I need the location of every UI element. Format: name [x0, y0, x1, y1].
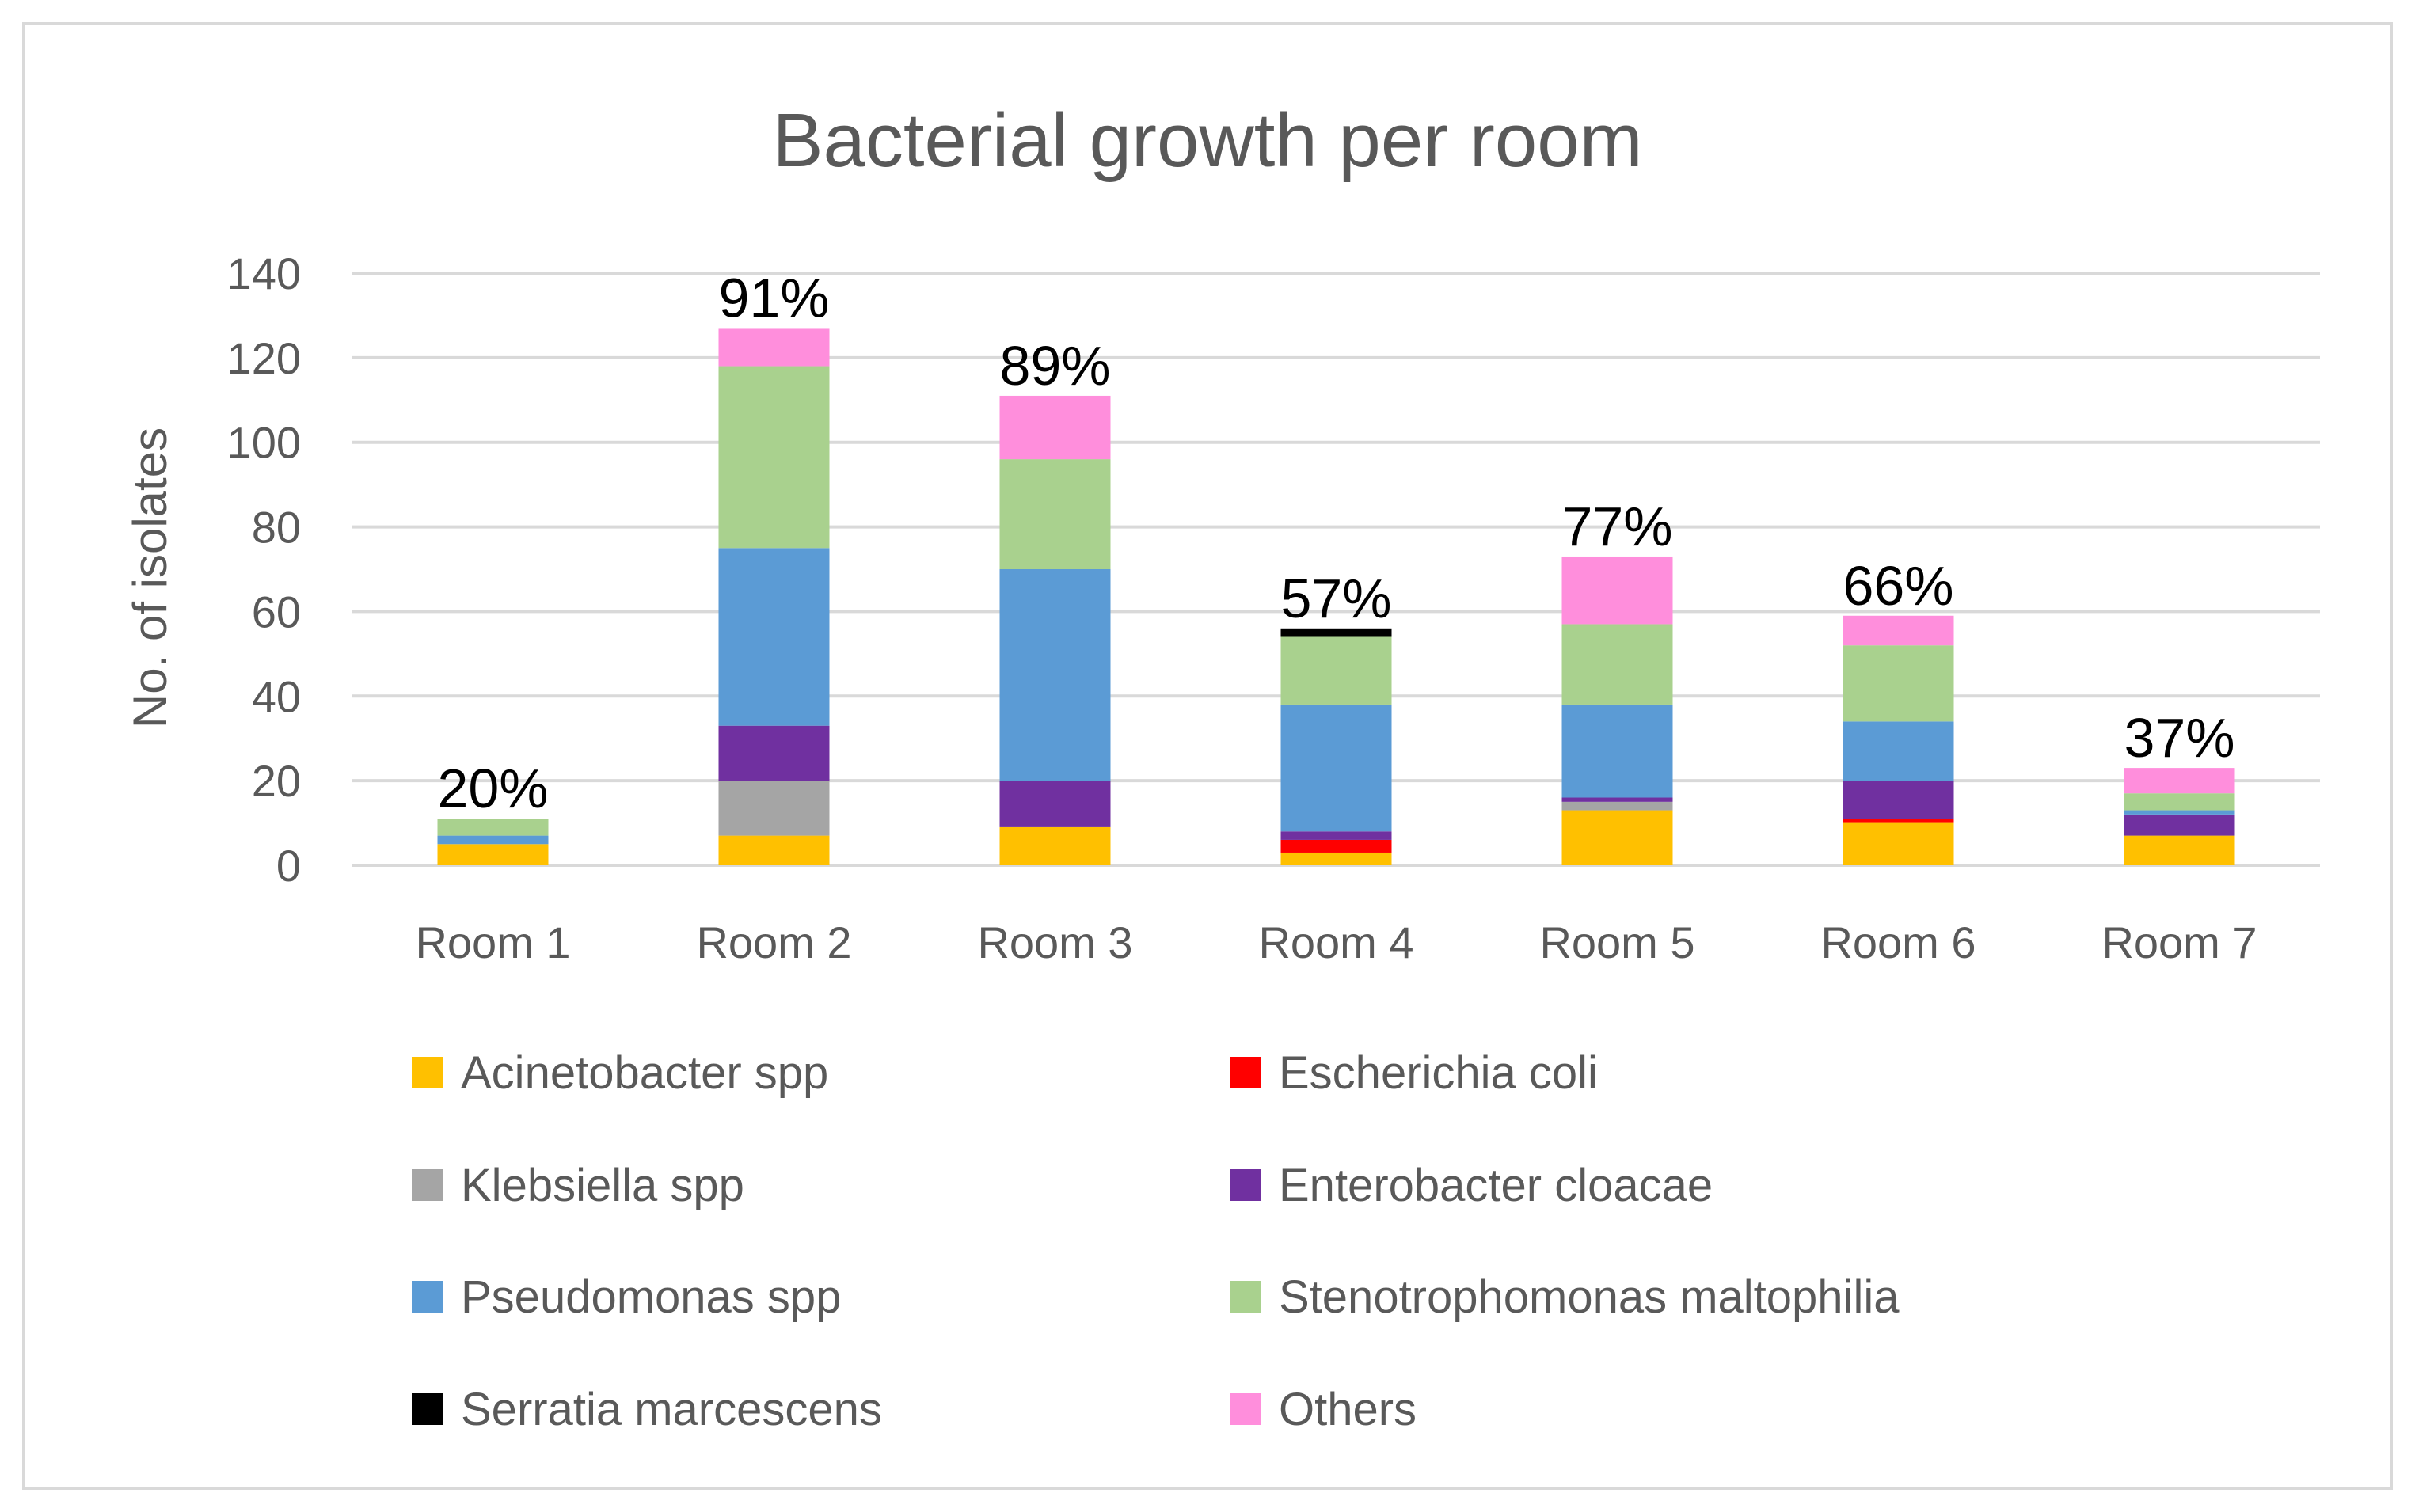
data-label: 77% [1561, 496, 1672, 557]
bar-segment-klebsiella-spp [1561, 801, 1673, 811]
bar-segment-pseudomonas-spp [999, 569, 1111, 781]
legend-label: Escherichia coli [1279, 1047, 1598, 1099]
legend-swatch [412, 1169, 443, 1201]
legend-label: Others [1279, 1384, 1417, 1435]
gridlines [352, 272, 2320, 867]
legend-label: Enterobacter cloacae [1279, 1160, 1713, 1211]
legend-swatch [1230, 1169, 1261, 1201]
bar-segment-pseudomonas-spp [437, 835, 549, 845]
x-tick-label: Room 2 [696, 917, 851, 967]
data-label: 91% [718, 267, 829, 329]
x-tick-label: Room 3 [977, 917, 1132, 967]
y-tick-label: 80 [252, 503, 301, 553]
bar-segment-others [2124, 768, 2235, 794]
bar-segment-others [1561, 556, 1673, 625]
bar-segment-acinetobacter-spp [1843, 822, 1954, 865]
bar-segment-stenotrophomonas-maltophilia [2124, 793, 2235, 811]
bar-segment-acinetobacter-spp [437, 844, 549, 865]
bar-segment-stenotrophomonas-maltophilia [1843, 645, 1954, 722]
bar-segment-enterobacter-cloacae [2124, 814, 2235, 836]
x-tick-label: Room 4 [1258, 917, 1413, 967]
bar-segment-acinetobacter-spp [2124, 835, 2235, 865]
bar-segment-stenotrophomonas-maltophilia [718, 366, 830, 549]
y-tick-label: 140 [227, 249, 301, 298]
bar-segment-stenotrophomonas-maltophilia [1280, 636, 1392, 705]
y-tick-label: 120 [227, 333, 301, 383]
data-label: 20% [437, 758, 548, 819]
bar-segment-escherichia-coli [1280, 839, 1392, 853]
legend-label: Stenotrophomonas maltophilia [1279, 1271, 1900, 1323]
legend-label: Acinetobacter spp [461, 1047, 828, 1099]
bar-segment-enterobacter-cloacae [999, 781, 1111, 827]
bar-segment-pseudomonas-spp [718, 548, 830, 726]
bar-segment-acinetobacter-spp [1561, 810, 1673, 865]
data-label: 66% [1843, 555, 1953, 617]
data-labels: 20% 91% 89% 57% 77% 66% 37% [437, 267, 2234, 819]
legend-swatch [412, 1281, 443, 1313]
bar-segment-enterobacter-cloacae [718, 725, 830, 781]
bar-segment-stenotrophomonas-maltophilia [1561, 624, 1673, 705]
y-axis-title: No. of isolates [124, 427, 177, 728]
x-tick-label: Room 1 [415, 917, 570, 967]
y-tick-label: 40 [252, 671, 301, 721]
data-label: 57% [1280, 568, 1391, 629]
bar-segment-acinetobacter-spp [999, 826, 1111, 865]
legend-label: Serratia marcescens [461, 1384, 882, 1435]
bar-segment-acinetobacter-spp [1280, 852, 1392, 865]
bar-segment-enterobacter-cloacae [1561, 797, 1673, 802]
y-tick-label: 60 [252, 587, 301, 636]
chart-title: Bacterial growth per room [772, 98, 1642, 183]
bar-segment-acinetobacter-spp [718, 835, 830, 865]
legend-swatch [1230, 1057, 1261, 1088]
bar-segment-stenotrophomonas-maltophilia [999, 459, 1111, 569]
bar-segment-enterobacter-cloacae [1280, 831, 1392, 840]
bar-segment-pseudomonas-spp [1561, 704, 1673, 798]
legend-label: Klebsiella spp [461, 1160, 744, 1211]
bars [437, 328, 2235, 865]
y-tick-label: 0 [276, 841, 301, 891]
data-label: 37% [2124, 707, 2234, 769]
legend-swatch [412, 1057, 443, 1088]
y-tick-label: 100 [227, 418, 301, 468]
bar-segment-pseudomonas-spp [2124, 810, 2235, 815]
bar-segment-others [1843, 615, 1954, 646]
data-label: 89% [999, 335, 1110, 397]
x-tick-label: Room 7 [2101, 917, 2257, 967]
chart-frame [22, 22, 2393, 1490]
x-axis-tick-labels: Room 1 Room 2 Room 3 Room 4 Room 5 Room 6 Room… [415, 917, 2257, 967]
y-tick-label: 20 [252, 756, 301, 806]
x-tick-label: Room 6 [1820, 917, 1976, 967]
bar-segment-pseudomonas-spp [1843, 721, 1954, 781]
bar-segment-others [999, 395, 1111, 460]
bar-segment-others [718, 328, 830, 367]
bar-segment-pseudomonas-spp [1280, 704, 1392, 832]
legend: Acinetobacter spp Escherichia coli Klebsie… [412, 1047, 1900, 1435]
y-axis-tick-labels: 0 20 40 60 80 100 120 140 [227, 249, 301, 891]
legend-label: Pseudomonas spp [461, 1271, 841, 1323]
x-tick-label: Room 5 [1539, 917, 1694, 967]
bar-segment-enterobacter-cloacae [1843, 781, 1954, 819]
bar-segment-stenotrophomonas-maltophilia [437, 819, 549, 836]
legend-swatch [1230, 1393, 1261, 1425]
bar-segment-escherichia-coli [1843, 819, 1954, 823]
bar-segment-serratia-marcescens [1280, 628, 1392, 637]
legend-swatch [1230, 1281, 1261, 1313]
bar-segment-klebsiella-spp [718, 781, 830, 836]
legend-swatch [412, 1393, 443, 1425]
